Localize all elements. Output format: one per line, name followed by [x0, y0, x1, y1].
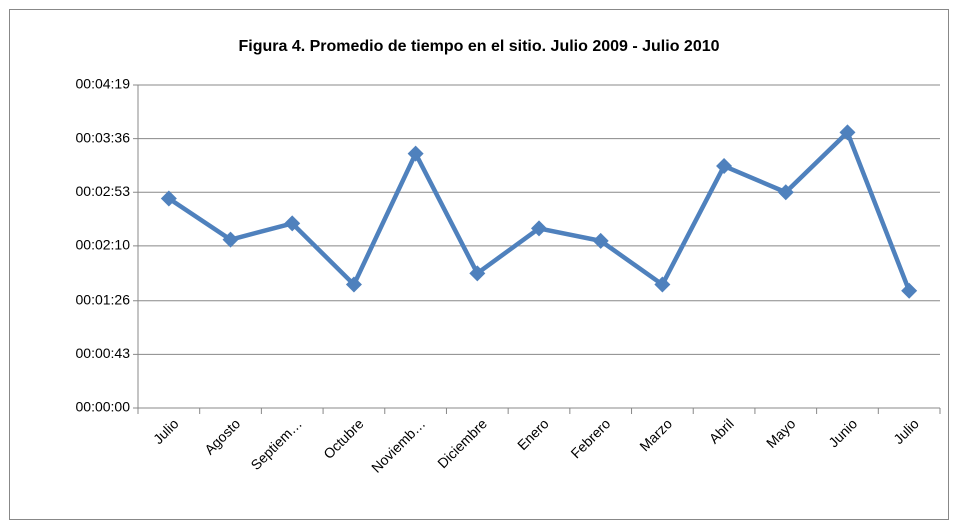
marker	[531, 220, 547, 237]
y-tick-label: 00:01:26	[76, 291, 131, 307]
y-tick-label: 00:03:36	[76, 129, 131, 145]
marker	[345, 276, 362, 293]
y-tick-label: 00:02:53	[76, 183, 131, 199]
y-tick-label: 00:00:43	[76, 345, 131, 361]
marker	[777, 184, 794, 201]
y-tick-label: 00:02:10	[76, 237, 131, 253]
marker	[469, 265, 486, 282]
marker	[222, 231, 239, 248]
y-tick-label: 00:04:19	[76, 76, 131, 92]
marker	[592, 232, 609, 249]
marker	[716, 158, 733, 175]
marker	[284, 215, 301, 232]
marker	[901, 282, 918, 299]
chart-border	[9, 9, 949, 520]
marker	[160, 190, 177, 207]
y-tick-label: 00:00:00	[76, 399, 131, 415]
marker	[839, 124, 856, 141]
marker	[654, 276, 671, 293]
chart-title: Figura 4. Promedio de tiempo en el sitio…	[238, 38, 719, 55]
marker	[407, 145, 424, 162]
